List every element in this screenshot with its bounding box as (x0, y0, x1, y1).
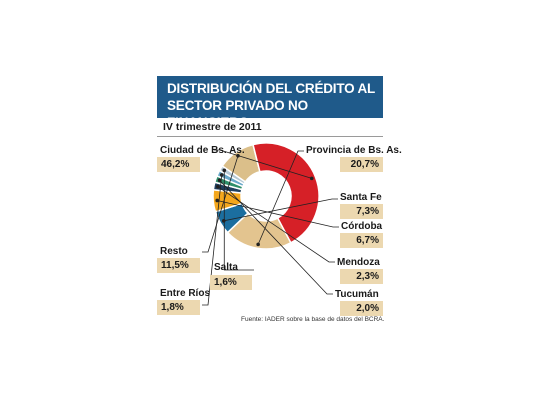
label-provincia: Provincia de Bs. As. (306, 145, 402, 156)
leader-line-8 (202, 155, 239, 253)
value-mendoza: 2,3% (340, 269, 383, 284)
value-salta: 1,6% (210, 275, 252, 290)
leader-line-7 (223, 170, 254, 271)
chart-title: DISTRIBUCIÓN DEL CRÉDITO AL SECTOR PRIVA… (157, 76, 383, 130)
slice-ciudad-de-bs-as- (252, 142, 320, 244)
chart-title-line-2: SECTOR PRIVADO NO FINANCIERO (167, 98, 308, 130)
label-cordoba: Córdoba (341, 221, 383, 232)
leader-dot-1 (256, 242, 260, 247)
label-entre-rios: Entre Ríos (160, 288, 211, 299)
value-ciudad: 46,2% (157, 157, 200, 172)
value-entre-rios: 1,8% (157, 300, 200, 315)
value-cordoba: 6,7% (340, 233, 383, 248)
leader-line-4 (217, 186, 335, 263)
value-provincia: 20,7% (340, 157, 383, 172)
leader-line-3 (217, 200, 339, 228)
label-salta: Salta (214, 262, 238, 273)
label-resto: Resto (160, 246, 188, 257)
leader-line-5 (219, 180, 333, 295)
leader-dot-2 (221, 219, 226, 223)
label-santa-fe: Santa Fe (340, 192, 382, 203)
subtitle-divider (157, 136, 383, 137)
value-resto: 11,5% (157, 258, 200, 273)
label-mendoza: Mendoza (337, 257, 380, 268)
source-note: Fuente: IADER sobre la base de datos del… (241, 316, 385, 323)
leader-dot-5 (217, 178, 222, 183)
leader-line-0 (214, 149, 312, 179)
leader-line-2 (223, 198, 338, 222)
leader-dot-7 (222, 168, 227, 173)
leader-line-6 (202, 174, 223, 306)
chart-subtitle: IV trimestre de 2011 (163, 121, 262, 133)
leader-dot-8 (236, 153, 240, 158)
chart-title-line-1: DISTRIBUCIÓN DEL CRÉDITO AL (167, 81, 376, 96)
label-tucuman: Tucumán (335, 289, 379, 300)
leader-dot-4 (216, 184, 220, 189)
leader-dot-6 (219, 173, 224, 177)
leader-dot-0 (309, 176, 314, 181)
leader-dot-3 (215, 198, 220, 203)
value-tucuman: 2,0% (340, 301, 383, 316)
value-santa-fe: 7,3% (340, 204, 383, 219)
label-ciudad: Ciudad de Bs. As. (160, 145, 245, 156)
